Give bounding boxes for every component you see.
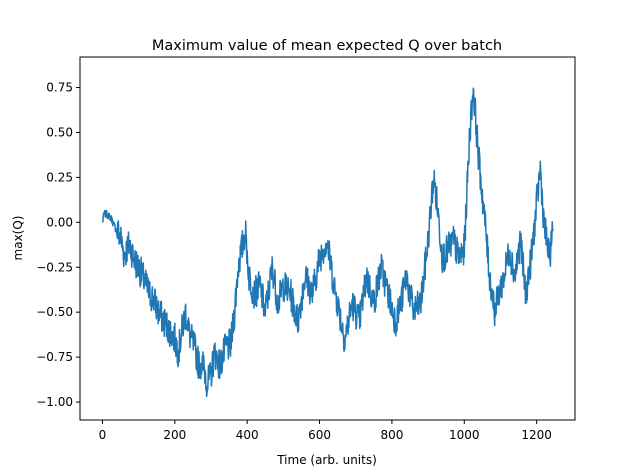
x-tick-label: 1000 bbox=[449, 428, 480, 442]
series-layer bbox=[101, 87, 554, 398]
y-axis-label: max(Q) bbox=[11, 216, 25, 261]
y-tick-label: −0.50 bbox=[36, 305, 73, 319]
x-axis-label: Time (arb. units) bbox=[276, 453, 377, 467]
y-tick-label: −0.75 bbox=[36, 350, 73, 364]
y-tick-label: 0.00 bbox=[46, 215, 73, 229]
x-tick-label: 200 bbox=[163, 428, 186, 442]
x-tick-label: 1200 bbox=[521, 428, 552, 442]
chart-title: Maximum value of mean expected Q over ba… bbox=[152, 38, 502, 54]
x-tick-label: 800 bbox=[380, 428, 403, 442]
series-line-0 bbox=[101, 87, 554, 398]
y-axis: −1.00 −0.75 −0.50 −0.25 0.00 0.25 0.50 0.75 bbox=[36, 81, 80, 409]
y-tick-label: 0.25 bbox=[46, 170, 73, 184]
y-tick-label: 0.75 bbox=[46, 81, 73, 95]
plot-area-frame bbox=[79, 56, 576, 421]
x-tick-label: 400 bbox=[236, 428, 259, 442]
y-tick-label: −0.25 bbox=[36, 260, 73, 274]
y-tick-label: 0.50 bbox=[46, 125, 73, 139]
y-tick-label: −1.00 bbox=[36, 395, 73, 409]
x-tick-label: 600 bbox=[308, 428, 331, 442]
x-tick-label: 0 bbox=[99, 428, 107, 442]
x-axis: 0 200 400 600 800 1000 1200 bbox=[99, 420, 552, 442]
